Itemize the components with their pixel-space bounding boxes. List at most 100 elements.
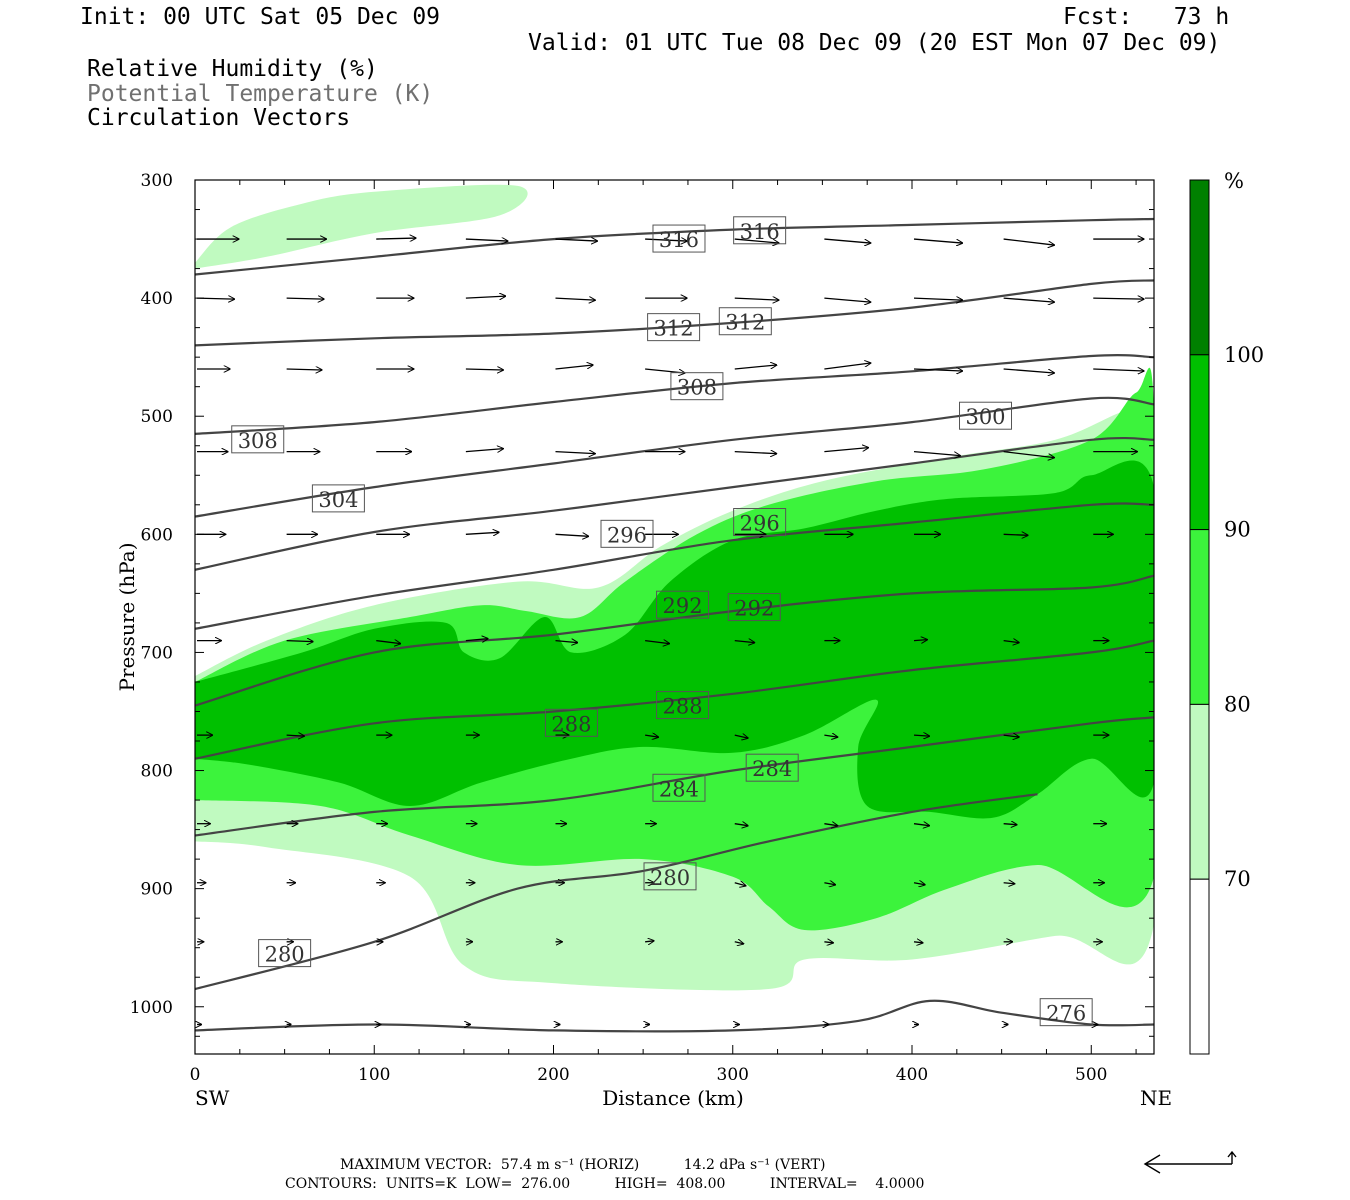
contour-label: 312 (718, 307, 772, 336)
init-time: Init: 00 UTC Sat 05 Dec 09 (80, 4, 441, 30)
contour-label-text: 288 (663, 695, 703, 719)
contour-label-text: 296 (607, 523, 647, 547)
contour-label: 288 (544, 708, 598, 737)
contour-label-text: 312 (725, 311, 765, 335)
circulation-vector (824, 824, 837, 826)
y-tick-label: 900 (141, 880, 173, 900)
theta-contour-276 (195, 999, 1154, 1033)
circulation-vector (913, 369, 962, 371)
max-vector-note: MAXIMUM VECTOR: 57.4 m s⁻¹ (HORIZ) 14.2 … (340, 1157, 826, 1173)
circulation-vector (824, 883, 835, 885)
contour-label-box (959, 401, 1013, 430)
circulation-vector (913, 451, 960, 456)
circulation-vector (1003, 368, 1055, 373)
circulation-vector (465, 639, 488, 641)
contour-label: 316 (652, 224, 706, 253)
y-axis-title: Pressure (hPa) (115, 543, 139, 692)
circulation-vector (286, 298, 324, 299)
contour-label-text: 304 (318, 488, 358, 512)
contour-label-box (647, 313, 701, 342)
plot-frame (194, 179, 1155, 1055)
circulation-vector (465, 449, 503, 452)
contour-label: 308 (231, 425, 285, 454)
circulation-vector (645, 641, 669, 644)
theta-contour-280 (195, 793, 1038, 991)
contour-label-box (718, 307, 772, 336)
circulation-vector (1003, 534, 1028, 535)
circulation-vector (734, 641, 755, 643)
contour-label-box (652, 773, 706, 802)
contour-label-text: 284 (752, 757, 792, 781)
circulation-vector (824, 297, 870, 302)
circulation-vector (465, 369, 503, 370)
forecast-hour: Fcst: 73 h (1063, 4, 1230, 30)
contour-label-box (258, 939, 312, 968)
contour-label-text: 316 (740, 220, 780, 244)
rh-region-90 (195, 460, 1154, 819)
circulation-vector (555, 452, 596, 454)
circulation-vector (734, 883, 746, 886)
x-tick-label: 300 (717, 1065, 749, 1085)
circulation-vector (734, 942, 744, 944)
circulation-vector (734, 365, 777, 370)
circulation-vector (913, 640, 927, 641)
x-tick-label: 0 (190, 1065, 201, 1085)
circulation-vector (645, 735, 658, 737)
circulation-vector (1093, 298, 1144, 299)
reference-vector-icon (1143, 1150, 1237, 1174)
contour-label-box (544, 708, 598, 737)
contour-label-box (727, 593, 781, 622)
circulation-vector (1003, 883, 1015, 884)
contour-label-box (1039, 998, 1093, 1027)
contour-label-box (733, 216, 787, 245)
contour-label-box (733, 508, 787, 537)
theta-contour-304 (195, 396, 1154, 518)
contour-label-box (670, 372, 724, 401)
sw-end-label: SW (195, 1086, 230, 1110)
circulation-vector (376, 238, 416, 239)
circulation-vector (1003, 735, 1019, 737)
contour-label: 312 (647, 313, 701, 342)
contour-label: 284 (745, 753, 799, 782)
y-tick-label: 400 (141, 289, 173, 309)
circulation-vector (913, 942, 923, 943)
circulation-vector (1003, 824, 1017, 825)
contour-label-text: 280 (265, 943, 305, 967)
circulation-vector (734, 452, 777, 454)
contour-label: 284 (652, 773, 706, 802)
colorbar: 100 90 80 70% (1189, 169, 1264, 1055)
circulation-vector (555, 365, 593, 370)
rh-fill-layer (195, 184, 1154, 991)
circulation-vector (376, 641, 400, 644)
y-tick-label: 1000 (130, 998, 173, 1018)
circulation-vector (913, 824, 929, 826)
field-title-vectors: Circulation Vectors (87, 105, 351, 131)
colorbar-label: 80 (1224, 692, 1251, 716)
circulation-vector (1003, 297, 1055, 302)
circulation-vector (1003, 238, 1055, 245)
contour-label-text: 292 (663, 594, 703, 618)
colorbar-label: 100 (1224, 343, 1264, 367)
circulation-vector (555, 641, 578, 643)
circulation-vector (286, 641, 313, 642)
colorbar-label: 70 (1224, 867, 1251, 891)
y-tick-label: 300 (141, 171, 173, 191)
ne-end-label: NE (1140, 1086, 1172, 1110)
theta-contour-292 (195, 574, 1154, 707)
theta-contour-300 (195, 436, 1154, 571)
theta-contour-layer (195, 217, 1154, 1033)
theta-contour-308 (195, 354, 1154, 435)
circulation-vector-layer (197, 238, 1144, 1024)
contour-label-text: 276 (1046, 1002, 1086, 1026)
contour-label: 300 (959, 401, 1013, 430)
contour-label: 304 (311, 484, 365, 513)
contour-label-box (656, 691, 710, 720)
contour-label-box (311, 484, 365, 513)
contour-label-box (231, 425, 285, 454)
theta-contour-296 (195, 502, 1154, 630)
contour-label: 316 (733, 216, 787, 245)
contour-label: 280 (258, 939, 312, 968)
field-title-theta: Potential Temperature (K) (87, 81, 434, 107)
y-tick-label: 600 (141, 525, 173, 545)
x-tick-label: 400 (896, 1065, 928, 1085)
